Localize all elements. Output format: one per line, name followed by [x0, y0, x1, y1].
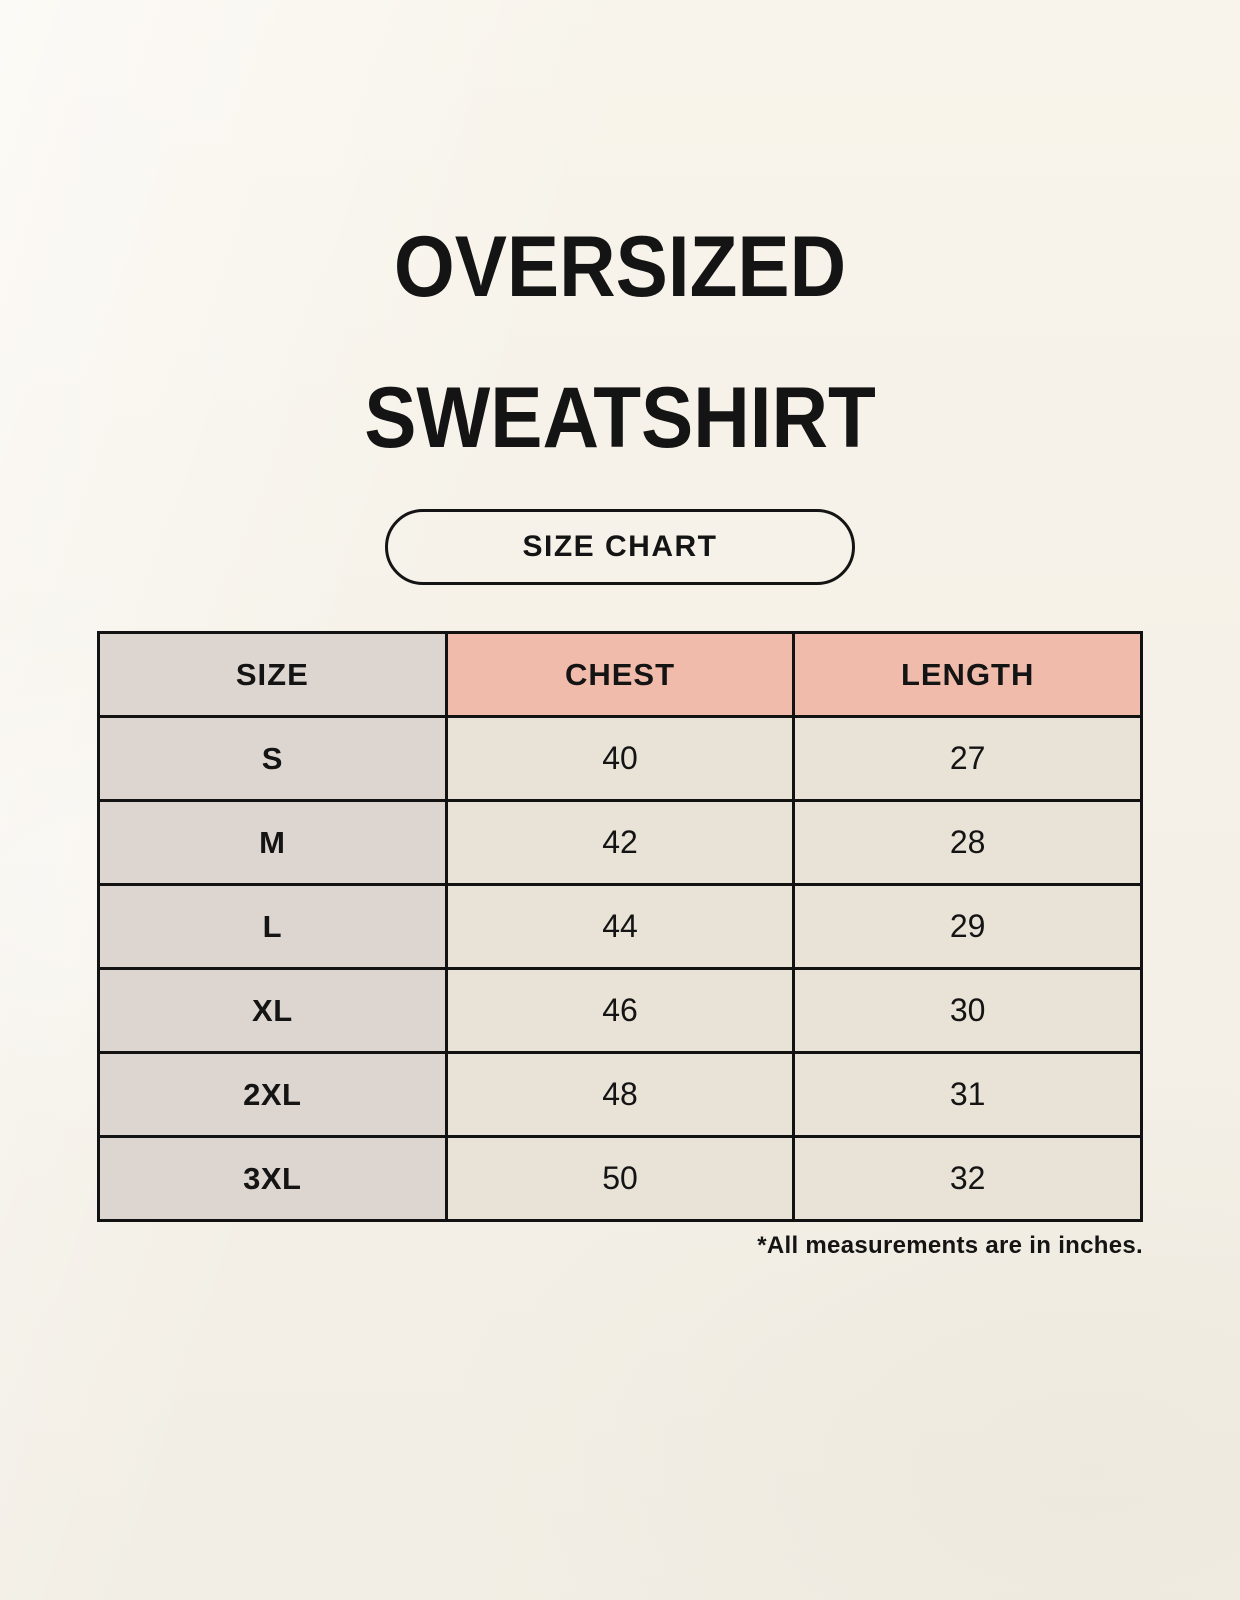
table-row: L 44 29: [97, 883, 1143, 971]
table-row: M 42 28: [97, 799, 1143, 887]
page-title: OVERSIZED SWEATSHIRT: [56, 0, 1184, 461]
chest-value-cell: 48: [444, 1051, 796, 1139]
table-body: S 40 27 M 42 28 L 44 29 XL 46 30 2XL 48 31 3XL 50 32: [97, 715, 1143, 1223]
page-title-line1: OVERSIZED: [393, 219, 847, 315]
size-chart-table-container: SIZE CHEST LENGTH S 40 27 M 42 28 L 44 29 XL 46 30 2…: [97, 631, 1143, 1223]
size-label-cell: 2XL: [97, 1051, 448, 1139]
size-label-cell: M: [97, 799, 448, 887]
chest-value-cell: 46: [444, 967, 796, 1055]
table-row: XL 46 30: [97, 967, 1143, 1055]
chest-value-cell: 44: [444, 883, 796, 971]
length-value-cell: 27: [792, 715, 1143, 803]
size-label-cell: XL: [97, 967, 448, 1055]
column-header-size: SIZE: [97, 631, 448, 719]
measurements-footnote: *All measurements are in inches.: [757, 1232, 1143, 1260]
length-value-cell: 32: [792, 1135, 1143, 1223]
table-row: S 40 27: [97, 715, 1143, 803]
size-chart-table: SIZE CHEST LENGTH S 40 27 M 42 28 L 44 29 XL 46 30 2…: [97, 631, 1143, 1223]
size-chart-badge[interactable]: SIZE CHART: [385, 509, 855, 586]
page-title-line2: SWEATSHIRT: [364, 370, 876, 467]
column-header-chest: CHEST: [444, 631, 796, 719]
table-header: SIZE CHEST LENGTH: [97, 631, 1143, 719]
length-value-cell: 29: [792, 883, 1143, 971]
size-chart-badge-row: SIZE CHART: [0, 509, 1240, 586]
chest-value-cell: 42: [444, 799, 796, 887]
header-row: SIZE CHEST LENGTH: [97, 631, 1143, 719]
length-value-cell: 28: [792, 799, 1143, 887]
length-value-cell: 31: [792, 1051, 1143, 1139]
length-value-cell: 30: [792, 967, 1143, 1055]
table-row: 2XL 48 31: [97, 1051, 1143, 1139]
size-label-cell: S: [97, 715, 448, 803]
chest-value-cell: 40: [444, 715, 796, 803]
size-label-cell: L: [97, 883, 448, 971]
size-chart-badge-label: SIZE CHART: [522, 530, 718, 564]
size-label-cell: 3XL: [97, 1135, 448, 1223]
table-row: 3XL 50 32: [97, 1135, 1143, 1223]
column-header-length: LENGTH: [792, 631, 1143, 719]
chest-value-cell: 50: [444, 1135, 796, 1223]
